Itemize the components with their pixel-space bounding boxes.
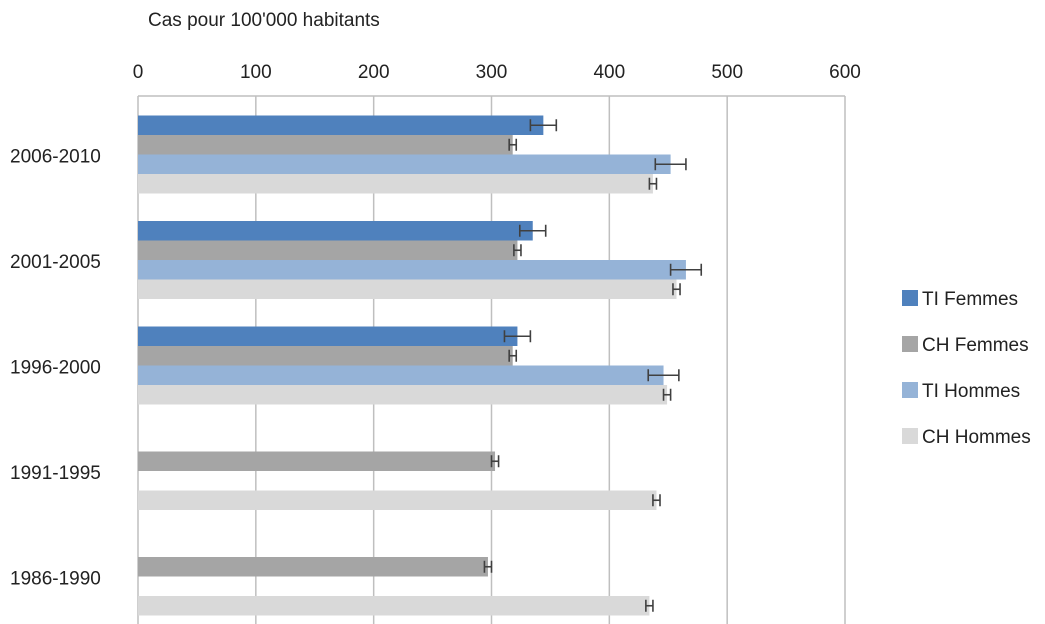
error-bar-ch-hommes-1996-2000 [662,388,672,401]
bar-ti-hommes-2001-2005 [138,260,686,280]
error-bars [483,119,703,612]
category-label-2006-2010: 2006-2010 [10,147,101,168]
bar-ch-hommes-1991-1995 [138,490,657,510]
bar-ch-hommes-1996-2000 [138,385,668,405]
x-tick-label-400: 400 [593,62,625,83]
legend-label-ti-femmes: TI Femmes [922,289,1018,310]
legend-label-ti-hommes: TI Hommes [922,381,1020,402]
x-axis-title: Cas pour 100'000 habitants [148,10,380,31]
bar-ti-femmes-2006-2010 [138,115,544,135]
bar-ti-hommes-1996-2000 [138,365,664,385]
category-label-1991-1995: 1991-1995 [10,463,101,484]
bar-ti-hommes-2006-2010 [138,154,671,174]
legend-swatch-ch-hommes [902,428,918,444]
category-label-1986-1990: 1986-1990 [10,569,101,590]
error-bar-ti-femmes-1996-2000 [503,330,532,343]
category-labels: 2006-2010 2001-2005 1996-2000 1991-1995 1986… [10,147,101,590]
bar-ch-hommes-2006-2010 [138,174,653,194]
error-bar-ch-hommes-2006-2010 [648,177,658,190]
bars [138,115,686,616]
error-bar-ti-hommes-1996-2000 [647,369,680,382]
x-tick-label-600: 600 [829,62,861,83]
legend-label-ch-hommes: CH Hommes [922,427,1031,448]
error-bar-ch-hommes-1986-1990 [645,599,654,612]
error-bar-ti-femmes-2001-2005 [518,224,547,237]
bar-ti-femmes-2001-2005 [138,221,533,241]
error-bar-ch-femmes-2006-2010 [508,138,518,151]
error-bar-ch-hommes-2001-2005 [672,283,681,296]
bar-ch-femmes-1996-2000 [138,346,513,366]
error-bar-ch-femmes-2001-2005 [513,244,522,257]
error-bar-ti-hommes-2001-2005 [669,263,703,276]
bar-ch-femmes-2001-2005 [138,240,518,260]
bar-ch-hommes-2001-2005 [138,279,677,299]
category-label-2001-2005: 2001-2005 [10,252,101,273]
legend-swatch-ti-hommes [902,382,918,398]
legend-swatch-ti-femmes [902,290,918,306]
x-tick-label-300: 300 [476,62,508,83]
bar-ch-femmes-1991-1995 [138,451,496,471]
error-bar-ch-hommes-1991-1995 [652,494,661,507]
error-bar-ti-femmes-2006-2010 [529,119,558,132]
x-tick-label-100: 100 [240,62,272,83]
legend-label-ch-femmes: CH Femmes [922,335,1029,356]
x-tick-label-0: 0 [133,62,144,83]
error-bar-ti-hommes-2006-2010 [654,158,687,171]
x-tick-label-500: 500 [711,62,743,83]
bar-ch-femmes-1986-1990 [138,557,488,577]
error-bar-ch-femmes-1996-2000 [508,349,518,362]
legend: TI Femmes CH Femmes TI Hommes CH Hommes [902,289,1031,448]
error-bar-ch-femmes-1986-1990 [483,560,493,573]
bar-ch-hommes-1986-1990 [138,596,650,616]
legend-swatch-ch-femmes [902,336,918,352]
bar-ti-femmes-1996-2000 [138,326,518,346]
category-label-1996-2000: 1996-2000 [10,358,101,379]
x-tick-labels: 0 100 200 300 400 500 600 [133,62,861,83]
x-tick-label-200: 200 [358,62,390,83]
error-bar-ch-femmes-1991-1995 [490,455,500,468]
bar-ch-femmes-2006-2010 [138,135,513,155]
